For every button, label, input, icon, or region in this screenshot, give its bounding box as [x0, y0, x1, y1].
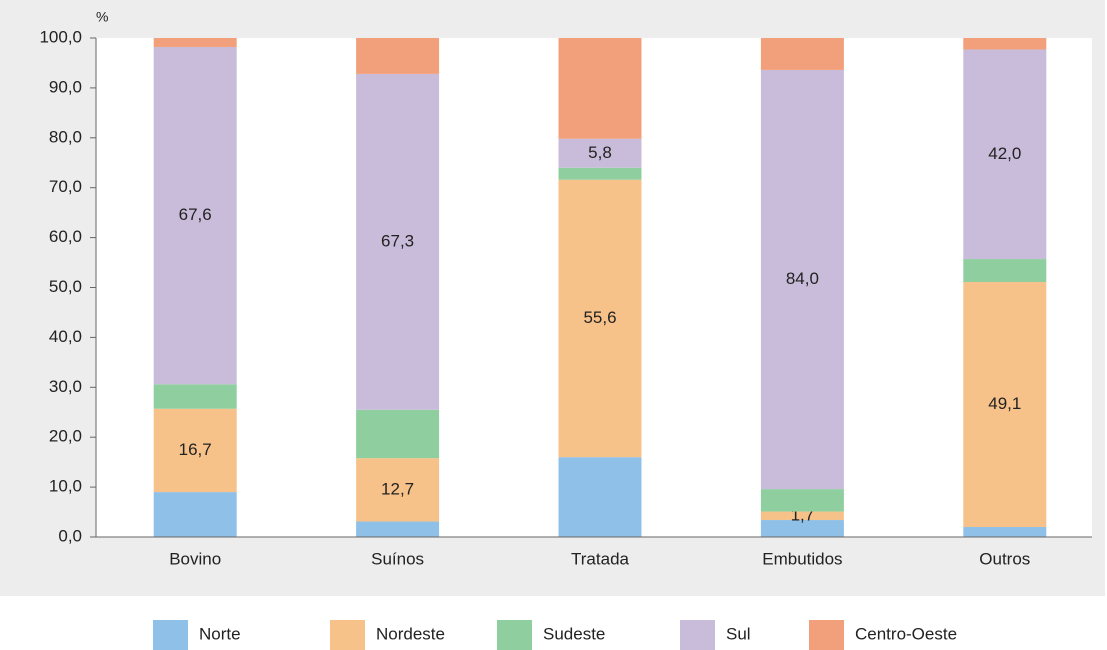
legend-label: Nordeste [376, 624, 445, 643]
y-tick-label: 70,0 [49, 177, 82, 196]
bar-segment [760, 511, 844, 521]
y-tick-label: 90,0 [49, 77, 82, 96]
y-tick-label: 100,0 [39, 27, 82, 46]
value-label: 84,0 [786, 269, 819, 288]
legend-swatch [330, 620, 365, 650]
bar-segment [558, 179, 642, 458]
legend-label: Norte [199, 624, 241, 643]
legend-swatch [497, 620, 532, 650]
x-tick-label: Bovino [169, 549, 221, 568]
bar-segment [558, 457, 642, 537]
legend-swatch [680, 620, 715, 650]
x-tick-label: Suínos [371, 549, 424, 568]
bar-segment [356, 73, 440, 410]
value-label: 5,8 [588, 143, 612, 162]
y-tick-label: 30,0 [49, 377, 82, 396]
bar-segment [558, 167, 642, 180]
bar-segment [153, 38, 237, 47]
x-tick-label: Outros [979, 549, 1030, 568]
value-label: 12,7 [381, 479, 414, 498]
legend-label: Centro-Oeste [855, 624, 957, 643]
bar-segment [963, 38, 1047, 50]
bar-segment [356, 409, 440, 459]
y-axis-label: % [96, 9, 108, 25]
bar-segment [356, 521, 440, 537]
bar-segment [153, 46, 237, 385]
bar-segment [356, 458, 440, 522]
legend-label: Sul [726, 624, 751, 643]
legend-label: Sudeste [543, 624, 605, 643]
bar-segment [558, 138, 642, 168]
bar-segment [153, 492, 237, 537]
bar-segment [963, 259, 1047, 283]
y-tick-label: 80,0 [49, 127, 82, 146]
bar-segment [760, 69, 844, 490]
y-tick-label: 10,0 [49, 477, 82, 496]
value-label: 49,1 [988, 394, 1021, 413]
bar-segment [963, 49, 1047, 260]
value-label: 67,3 [381, 231, 414, 250]
bar-segment [963, 282, 1047, 528]
x-tick-label: Embutidos [762, 549, 842, 568]
bar-segment [963, 527, 1047, 537]
legend-swatch [153, 620, 188, 650]
bar-segment [153, 384, 237, 409]
value-label: 67,6 [179, 205, 212, 224]
bar-segment [356, 38, 440, 74]
bar-segment [760, 489, 844, 512]
value-label: 42,0 [988, 144, 1021, 163]
x-tick-label: Tratada [571, 549, 630, 568]
y-tick-label: 0,0 [58, 526, 82, 545]
y-tick-label: 60,0 [49, 227, 82, 246]
y-tick-label: 20,0 [49, 427, 82, 446]
legend-swatch [809, 620, 844, 650]
bar-segment [558, 38, 642, 139]
bar-segment [760, 38, 844, 70]
bar-segment [760, 520, 844, 537]
bar-segment [153, 408, 237, 493]
y-tick-label: 50,0 [49, 277, 82, 296]
y-tick-label: 40,0 [49, 327, 82, 346]
value-label: 16,7 [179, 440, 212, 459]
value-label: 55,6 [583, 308, 616, 327]
